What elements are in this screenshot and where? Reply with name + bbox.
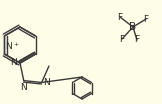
Text: B: B: [129, 22, 137, 32]
Text: N: N: [10, 58, 17, 67]
Text: N$^+$: N$^+$: [5, 40, 20, 52]
Text: F: F: [134, 35, 139, 45]
Text: N: N: [20, 83, 27, 92]
Text: F: F: [117, 12, 123, 22]
Text: N: N: [43, 78, 49, 87]
Text: F: F: [119, 35, 125, 43]
Text: F: F: [143, 14, 149, 24]
